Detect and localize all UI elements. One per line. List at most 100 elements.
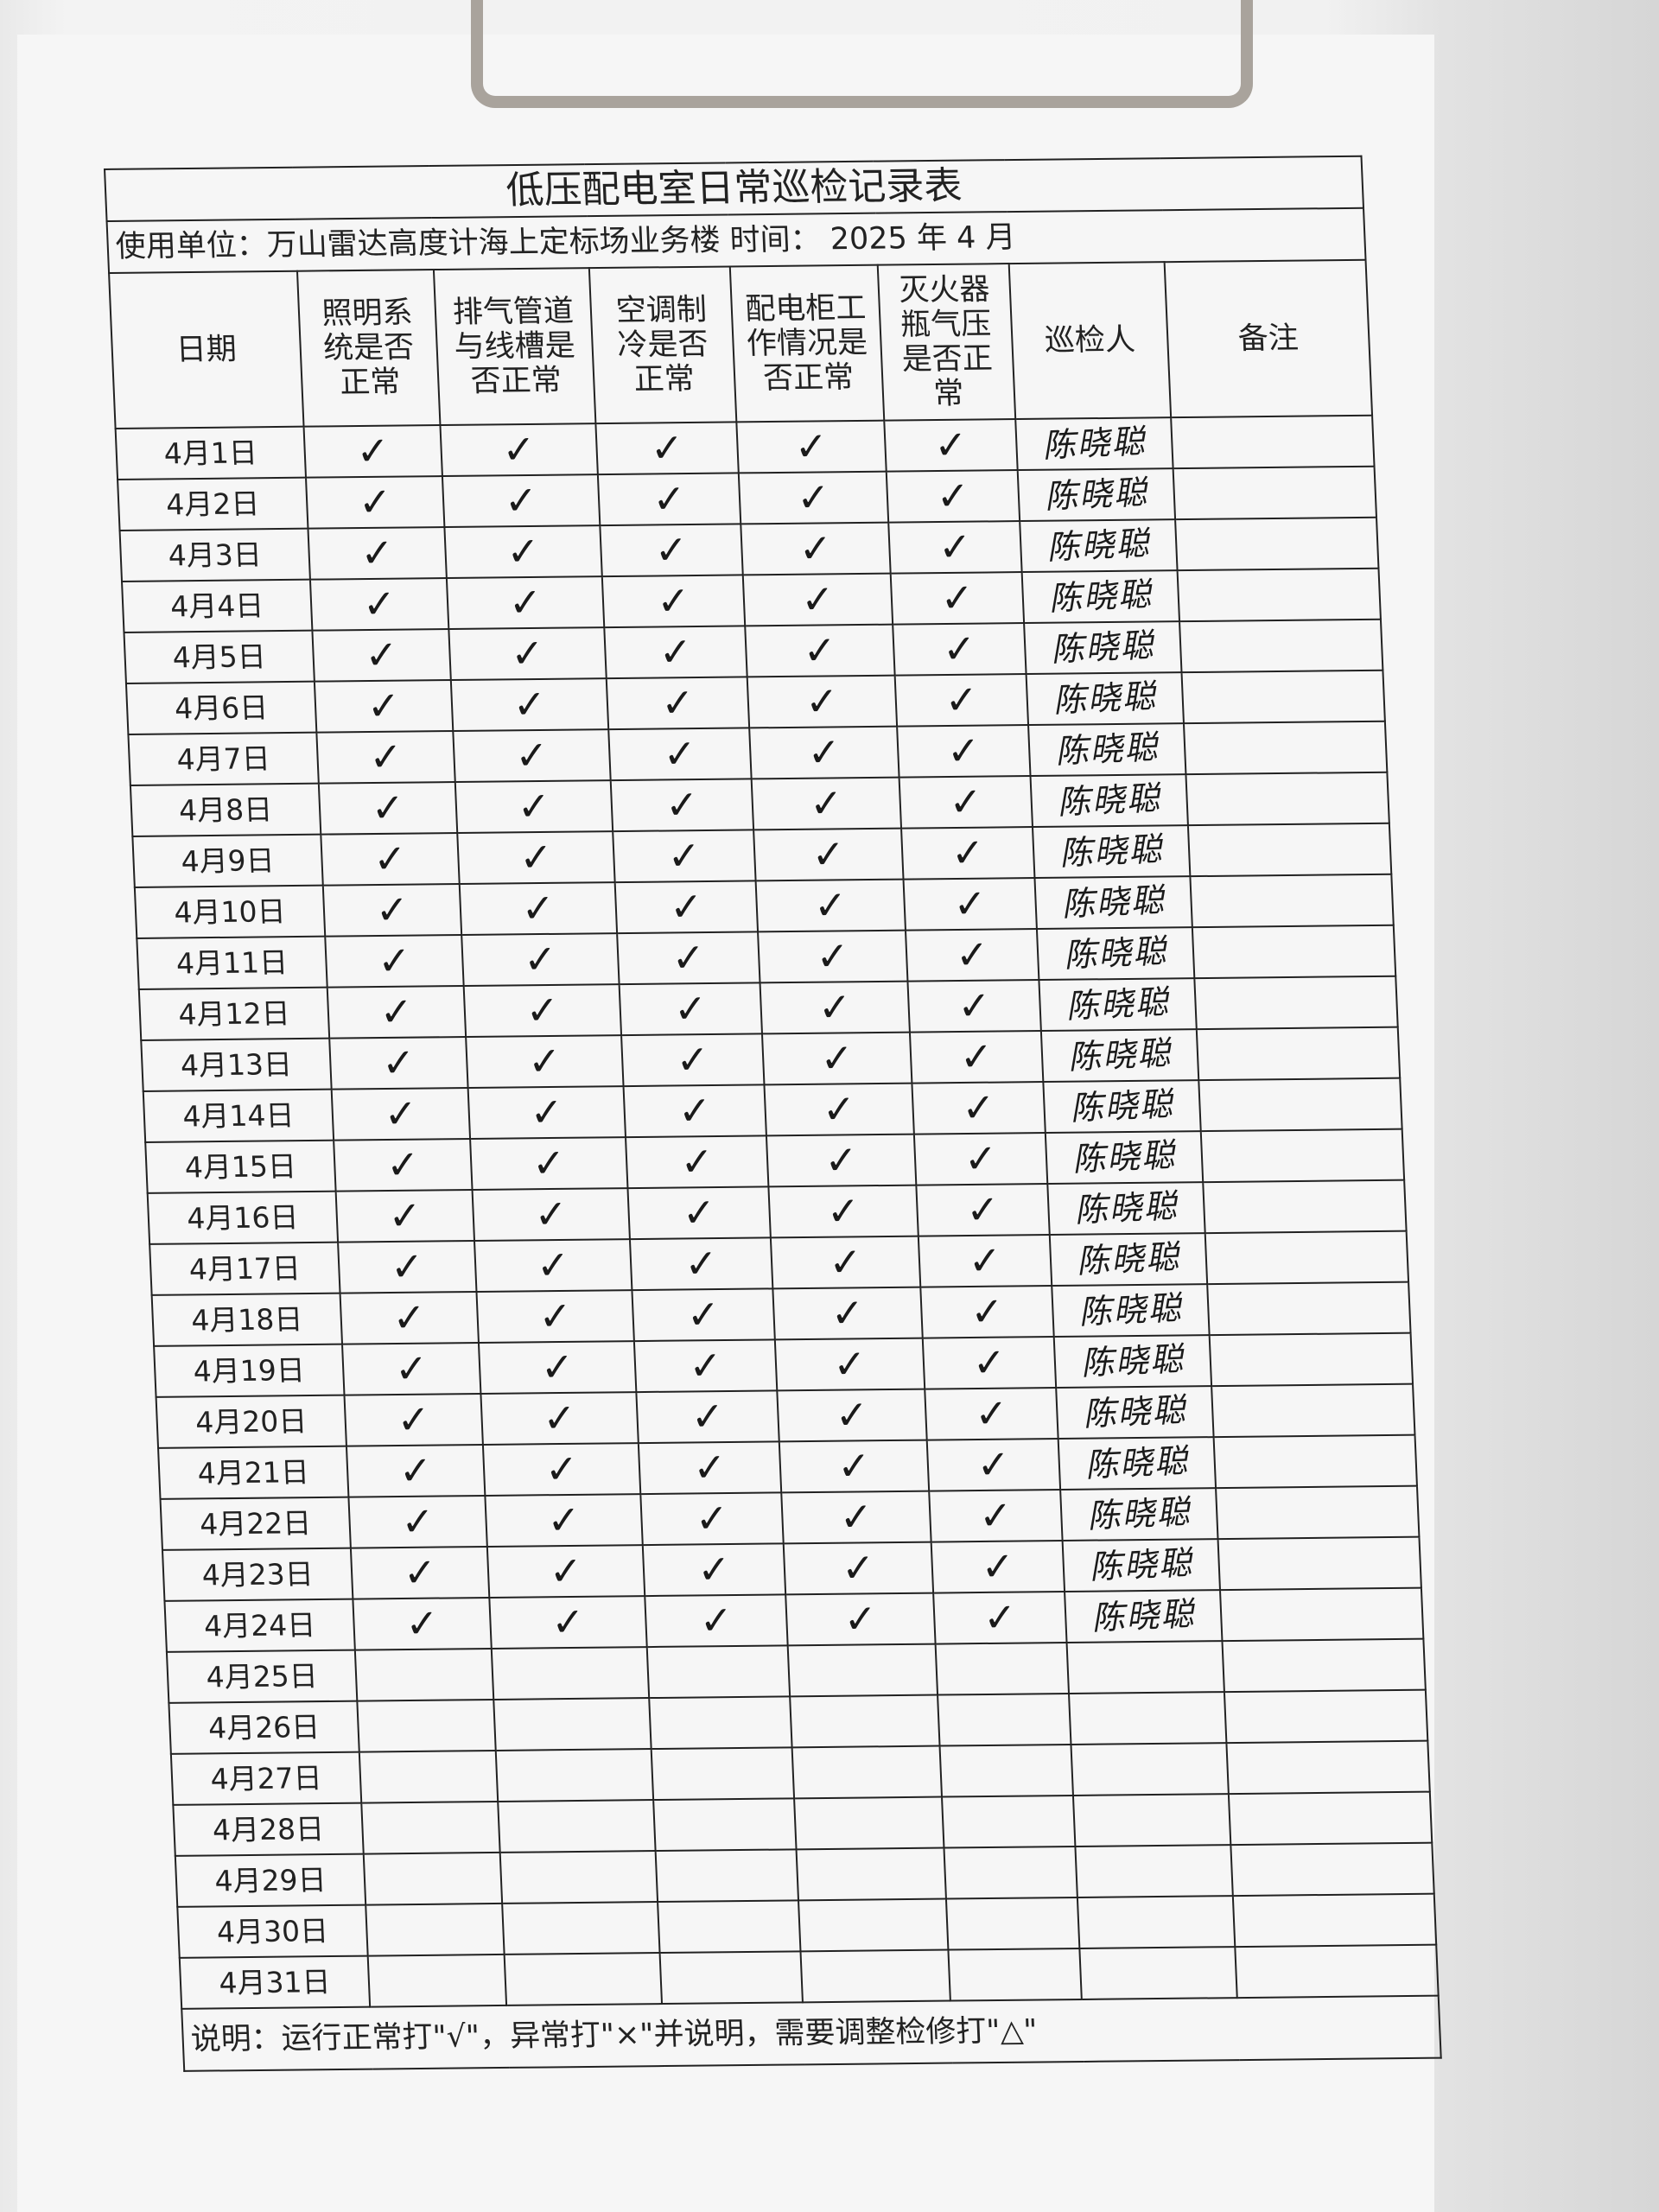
check-mark-icon: ✓ <box>840 1544 876 1592</box>
check-cell: ✓ <box>901 827 1035 880</box>
date-cell: 4月8日 <box>130 783 321 836</box>
check-mark-icon: ✓ <box>690 1393 726 1440</box>
check-cell <box>653 1798 797 1852</box>
inspector-signature: 陈晓聪 <box>1079 1339 1186 1382</box>
check-mark-icon: ✓ <box>939 574 976 622</box>
check-mark-icon: ✓ <box>546 1496 582 1544</box>
check-cell <box>493 1698 652 1751</box>
check-cell: ✓ <box>736 420 887 474</box>
check-cell: ✓ <box>785 1592 936 1646</box>
date-cell: 4月28日 <box>173 1802 364 1856</box>
remarks-cell <box>1177 568 1381 622</box>
check-cell <box>365 1903 505 1956</box>
inspector-signature: 陈晓聪 <box>1064 982 1172 1026</box>
check-cell: ✓ <box>463 984 622 1037</box>
inspector-signature: 陈晓聪 <box>1052 677 1159 720</box>
check-mark-icon: ✓ <box>976 1440 1012 1489</box>
check-mark-icon: ✓ <box>957 982 993 1030</box>
check-mark-icon: ✓ <box>933 421 969 469</box>
check-mark-icon: ✓ <box>798 524 834 572</box>
check-mark-icon: ✓ <box>672 985 709 1033</box>
check-mark-icon: ✓ <box>531 1139 567 1187</box>
check-cell: ✓ <box>640 1492 784 1546</box>
inspector-signature: 陈晓聪 <box>1090 1594 1197 1637</box>
remarks-cell <box>1175 517 1379 571</box>
paper <box>17 35 1434 2212</box>
check-cell: ✓ <box>747 675 898 728</box>
column-header: 空调制冷是否正常 <box>588 266 737 424</box>
check-mark-icon: ✓ <box>808 779 844 827</box>
date-cell: 4月14日 <box>143 1089 334 1142</box>
check-mark-icon: ✓ <box>952 880 988 928</box>
check-cell: ✓ <box>600 524 743 577</box>
check-mark-icon: ✓ <box>834 1391 870 1439</box>
check-cell <box>944 1846 1077 1899</box>
remarks-cell <box>1200 1128 1405 1183</box>
check-mark-icon: ✓ <box>838 1493 874 1541</box>
check-cell: ✓ <box>318 782 458 835</box>
inspector-cell: 陈晓聪 <box>1060 1488 1218 1541</box>
check-mark-icon: ✓ <box>391 1294 428 1342</box>
remarks-cell <box>1219 1587 1424 1642</box>
check-mark-icon: ✓ <box>372 835 408 883</box>
check-mark-icon: ✓ <box>692 1444 728 1491</box>
check-mark-icon: ✓ <box>368 733 404 781</box>
inspector-cell: 陈晓聪 <box>1062 1539 1220 1592</box>
remarks-cell <box>1183 721 1388 775</box>
check-cell: ✓ <box>755 879 906 932</box>
remarks-cell <box>1217 1536 1421 1591</box>
check-mark-icon: ✓ <box>982 1593 1018 1642</box>
check-cell: ✓ <box>768 1185 918 1238</box>
check-cell: ✓ <box>442 474 601 528</box>
check-mark-icon: ✓ <box>969 1287 1005 1336</box>
check-mark-icon: ✓ <box>404 1599 440 1648</box>
remarks-cell <box>1203 1179 1407 1234</box>
check-mark-icon: ✓ <box>806 728 842 776</box>
remarks-cell <box>1230 1842 1434 1897</box>
remarks-cell <box>1185 772 1389 826</box>
check-cell: ✓ <box>470 1137 628 1190</box>
inspector-signature: 陈晓聪 <box>1058 830 1165 873</box>
check-mark-icon: ✓ <box>660 679 696 727</box>
check-mark-icon: ✓ <box>397 1446 434 1495</box>
remarks-cell <box>1216 1485 1420 1540</box>
inspector-cell <box>1066 1641 1224 1694</box>
check-cell <box>504 1953 663 2005</box>
inspector-cell: 陈晓聪 <box>1028 723 1186 777</box>
check-cell: ✓ <box>770 1236 921 1289</box>
inspector-cell: 陈晓聪 <box>1058 1437 1217 1490</box>
check-mark-icon: ✓ <box>688 1342 723 1389</box>
check-mark-icon: ✓ <box>950 829 986 877</box>
date-cell: 4月25日 <box>166 1649 358 1703</box>
check-cell: ✓ <box>633 1339 778 1393</box>
inspector-cell: 陈晓聪 <box>1040 1029 1199 1083</box>
check-cell: ✓ <box>305 476 445 529</box>
inspector-cell: 陈晓聪 <box>1047 1182 1205 1236</box>
check-cell: ✓ <box>485 1494 643 1547</box>
check-mark-icon: ✓ <box>402 1548 438 1597</box>
check-mark-icon: ✓ <box>524 986 561 1034</box>
check-mark-icon: ✓ <box>696 1546 732 1593</box>
check-mark-icon: ✓ <box>649 424 685 472</box>
check-mark-icon: ✓ <box>683 1240 720 1287</box>
check-cell: ✓ <box>905 929 1039 982</box>
inspector-cell: 陈晓聪 <box>1024 621 1182 675</box>
check-cell: ✓ <box>601 575 746 628</box>
check-cell: ✓ <box>459 882 618 936</box>
check-cell: ✓ <box>626 1135 769 1189</box>
check-cell: ✓ <box>350 1546 490 1599</box>
check-cell: ✓ <box>925 1388 1058 1440</box>
check-mark-icon: ✓ <box>796 474 831 521</box>
check-cell: ✓ <box>476 1290 634 1343</box>
inspector-cell: 陈晓聪 <box>1045 1131 1204 1185</box>
check-mark-icon: ✓ <box>542 1394 578 1442</box>
remarks-cell <box>1213 1434 1417 1489</box>
check-cell: ✓ <box>331 1087 471 1141</box>
check-mark-icon: ✓ <box>681 1189 717 1236</box>
date-cell: 4月3日 <box>119 528 310 582</box>
check-mark-icon: ✓ <box>518 833 554 881</box>
remarks-cell <box>1209 1332 1414 1387</box>
inspector-signature: 陈晓聪 <box>1072 1186 1179 1230</box>
inspector-signature: 陈晓聪 <box>1053 728 1160 771</box>
check-cell: ✓ <box>614 880 759 934</box>
